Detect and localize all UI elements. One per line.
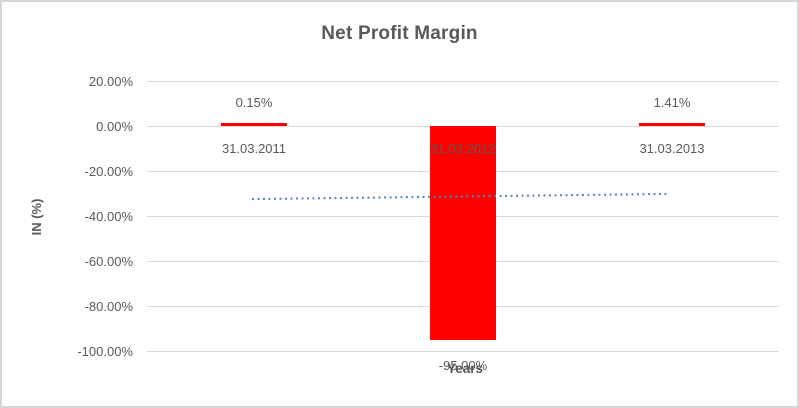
data-label: 0.15%: [235, 95, 273, 110]
y-tick-label: -40.00%: [84, 209, 133, 224]
chart-title: Net Profit Margin: [321, 23, 478, 44]
category-label: 31.03.2011: [221, 141, 287, 156]
bar-31.03.2011: [221, 123, 287, 126]
category-label: 31.03.2012: [430, 141, 496, 156]
y-tick-label: -100.00%: [77, 344, 133, 359]
gridline: [147, 351, 779, 352]
y-tick-label: -60.00%: [84, 254, 133, 269]
y-tick-label: -20.00%: [84, 164, 133, 179]
x-axis-title: Years: [446, 361, 484, 376]
y-tick-label: -80.00%: [84, 299, 133, 314]
y-tick-label: 0.00%: [96, 119, 133, 134]
y-tick-label: 20.00%: [88, 74, 133, 89]
gridline: [147, 81, 779, 82]
data-label: -95.00%: [438, 358, 488, 373]
category-label: 31.03.2013: [639, 141, 705, 156]
data-label: 1.41%: [653, 95, 691, 110]
bar-31.03.2012: [430, 126, 496, 340]
bar-31.03.2013: [639, 123, 705, 126]
